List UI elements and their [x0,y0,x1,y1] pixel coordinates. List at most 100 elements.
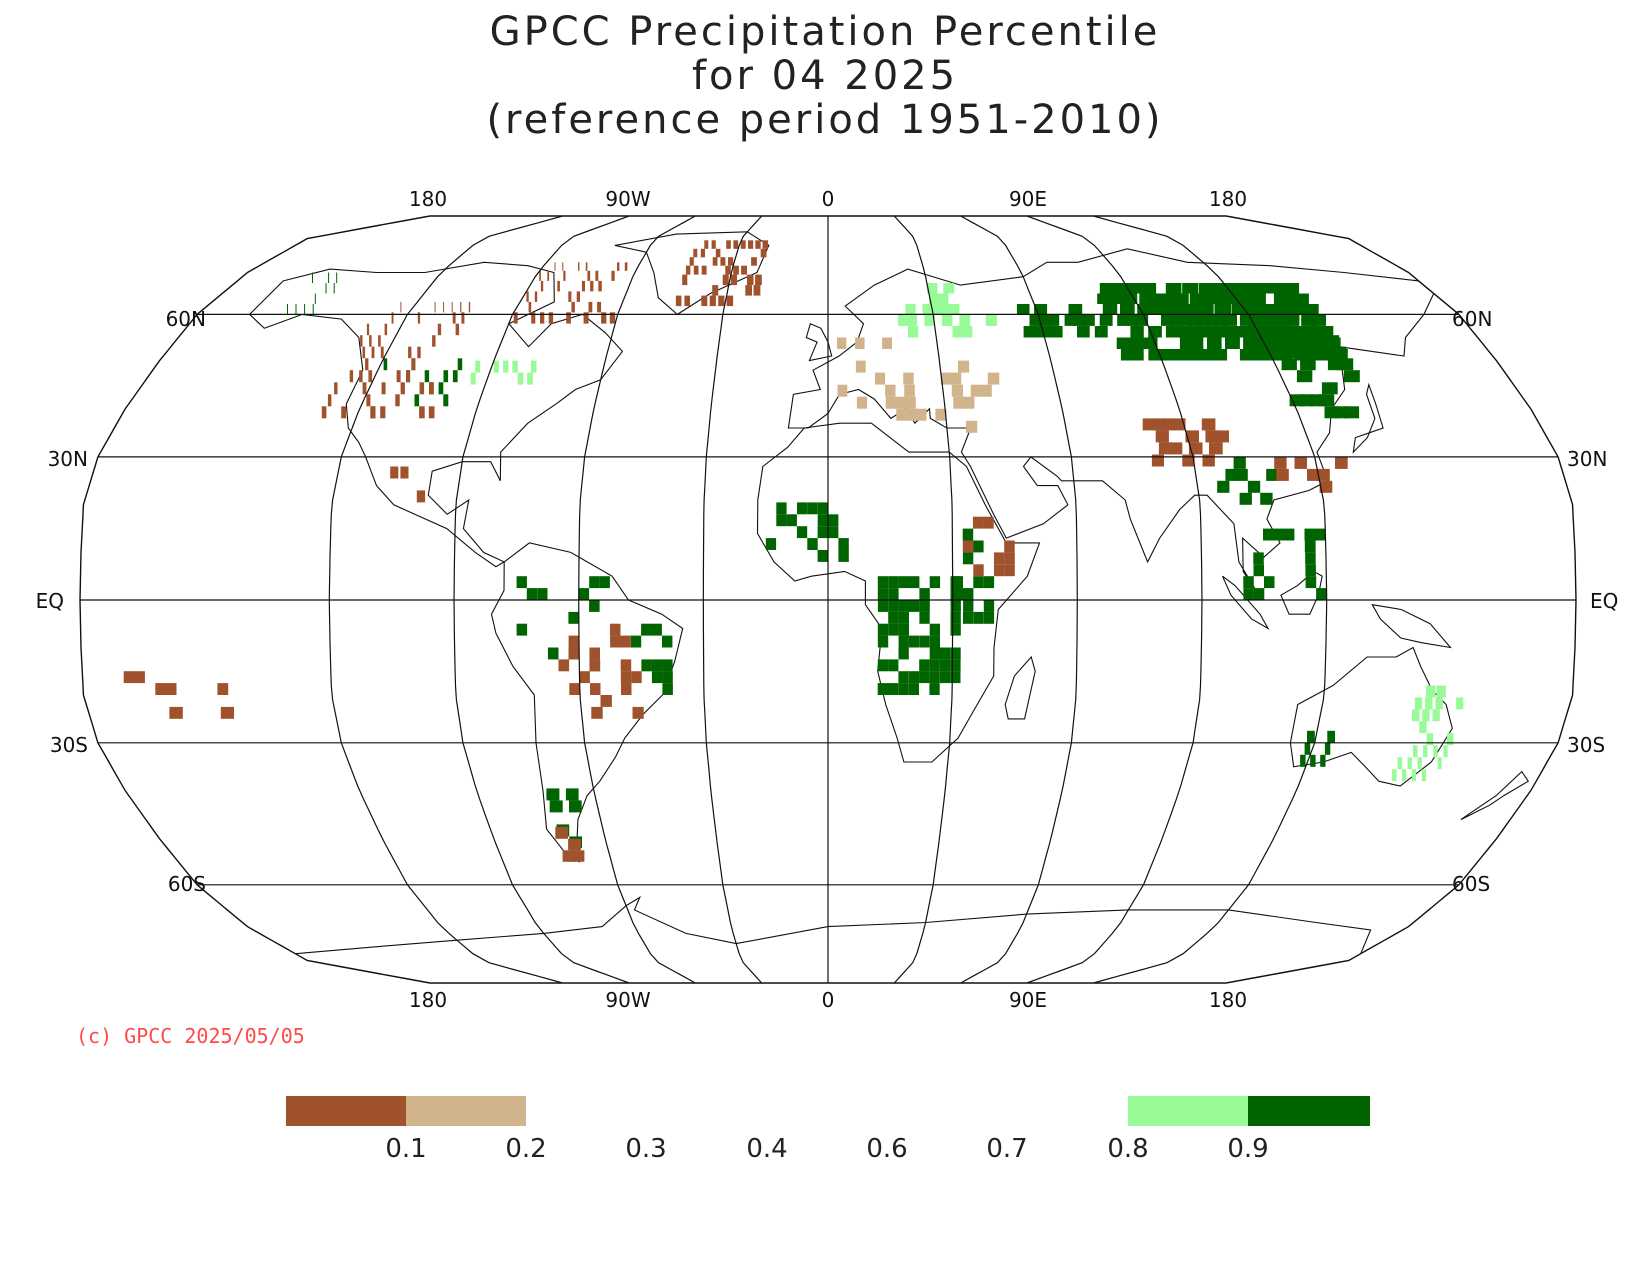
precip-cell [908,326,919,338]
precip-cell [516,623,528,636]
precip-cell [1397,757,1402,770]
precip-cell [1260,492,1273,505]
lon-label-bottom-90e: 90E [1009,988,1047,1012]
legend-swatch-very-dry [286,1096,406,1126]
legend-label-0-8: 0.8 [1107,1134,1149,1164]
precip-cell [368,370,373,383]
precip-cell [1206,293,1224,304]
precip-cell [1237,326,1253,338]
precip-cell [685,265,691,275]
precip-cell [566,312,571,324]
precip-cell [588,301,593,313]
lon-label-bottom-0: 0 [822,988,835,1012]
precip-cell [1295,335,1312,347]
precip-cell [1185,430,1199,443]
precip-cell [1310,314,1326,326]
precip-cell [709,295,716,307]
precip-cell [1099,314,1113,326]
precip-cell [1116,337,1130,349]
precip-cell [1094,326,1108,338]
precip-cell [725,265,731,275]
precip-cell [621,683,632,695]
coastline-australia [1289,646,1453,787]
precip-cell [384,323,388,336]
precip-cell [730,274,737,286]
precip-cell [366,323,370,336]
precip-cell [1050,326,1063,338]
precip-cell [939,671,951,684]
precip-cell [1412,709,1420,722]
precip-cell [503,360,509,373]
map-title-line-1: GPCC Precipitation Percentile [489,9,1161,55]
precip-cell [807,502,818,515]
precip-cell [1301,314,1318,326]
meridian--30 [702,215,763,984]
precip-cell [568,838,581,851]
precip-cell [904,384,915,397]
legend-label-0-3: 0.3 [625,1134,667,1164]
precip-cell [1417,757,1422,770]
precip-cell [595,270,599,281]
precip-cell [898,635,909,648]
precip-cell [1274,456,1287,469]
precip-cell [461,312,465,324]
lat-label-left-60s: 60S [168,872,206,896]
coastline-north-america [248,261,624,568]
precip-cell [1198,293,1215,304]
precip-cell [973,540,984,553]
precip-cell [1004,564,1015,577]
precip-cell [540,312,545,324]
precip-cell [909,576,920,589]
lat-label-right-eq: EQ [1590,589,1618,613]
precip-cell [1004,552,1015,565]
precip-cell [528,301,532,313]
precip-cell [929,576,941,589]
precip-cell [1189,293,1206,304]
precip-cell [987,372,1000,385]
precip-cell [838,550,849,562]
precip-cell [1210,326,1225,338]
precip-cell [554,262,556,271]
precip-cell [1217,480,1230,493]
precip-cell [1311,346,1328,359]
lon-label-top-180w: 180 [409,187,447,211]
precip-cell [896,408,907,421]
precip-cell [951,384,963,397]
precip-cell [1253,552,1264,565]
legend-label-0-1: 0.1 [385,1134,427,1164]
precip-cell [328,272,330,283]
precip-cell [882,337,892,349]
precip-cell [1158,442,1173,455]
precip-cell [1402,769,1407,782]
precip-cell [1274,314,1291,326]
precip-cell [1172,293,1189,304]
precip-cell [590,683,601,695]
precip-cell [610,623,621,636]
precip-cell [943,283,955,294]
precip-cell [558,659,570,672]
precip-cell [885,396,897,409]
precip-cell [557,280,560,292]
precip-cell [701,295,708,307]
precip-cell [1407,757,1412,770]
precip-cell [475,360,481,373]
precip-cell [419,406,425,419]
precip-cell [888,683,899,695]
precip-cell [1182,283,1199,294]
precip-cell [1023,326,1036,338]
precip-cell [856,396,867,409]
precip-cell [983,611,995,624]
precip-cell [1156,293,1172,304]
lon-label-bottom-180w: 180 [409,988,447,1012]
precip-cell [741,265,747,275]
precip-cell [1179,337,1195,349]
precip-cell [958,360,970,373]
precip-cell [919,611,930,624]
precip-cell [929,293,940,304]
precip-cell [701,265,707,275]
precip-cell [1392,769,1397,782]
graticule [80,215,1576,984]
precip-cell [1239,492,1252,505]
precip-cell [336,272,338,283]
precip-cell [1137,304,1153,315]
